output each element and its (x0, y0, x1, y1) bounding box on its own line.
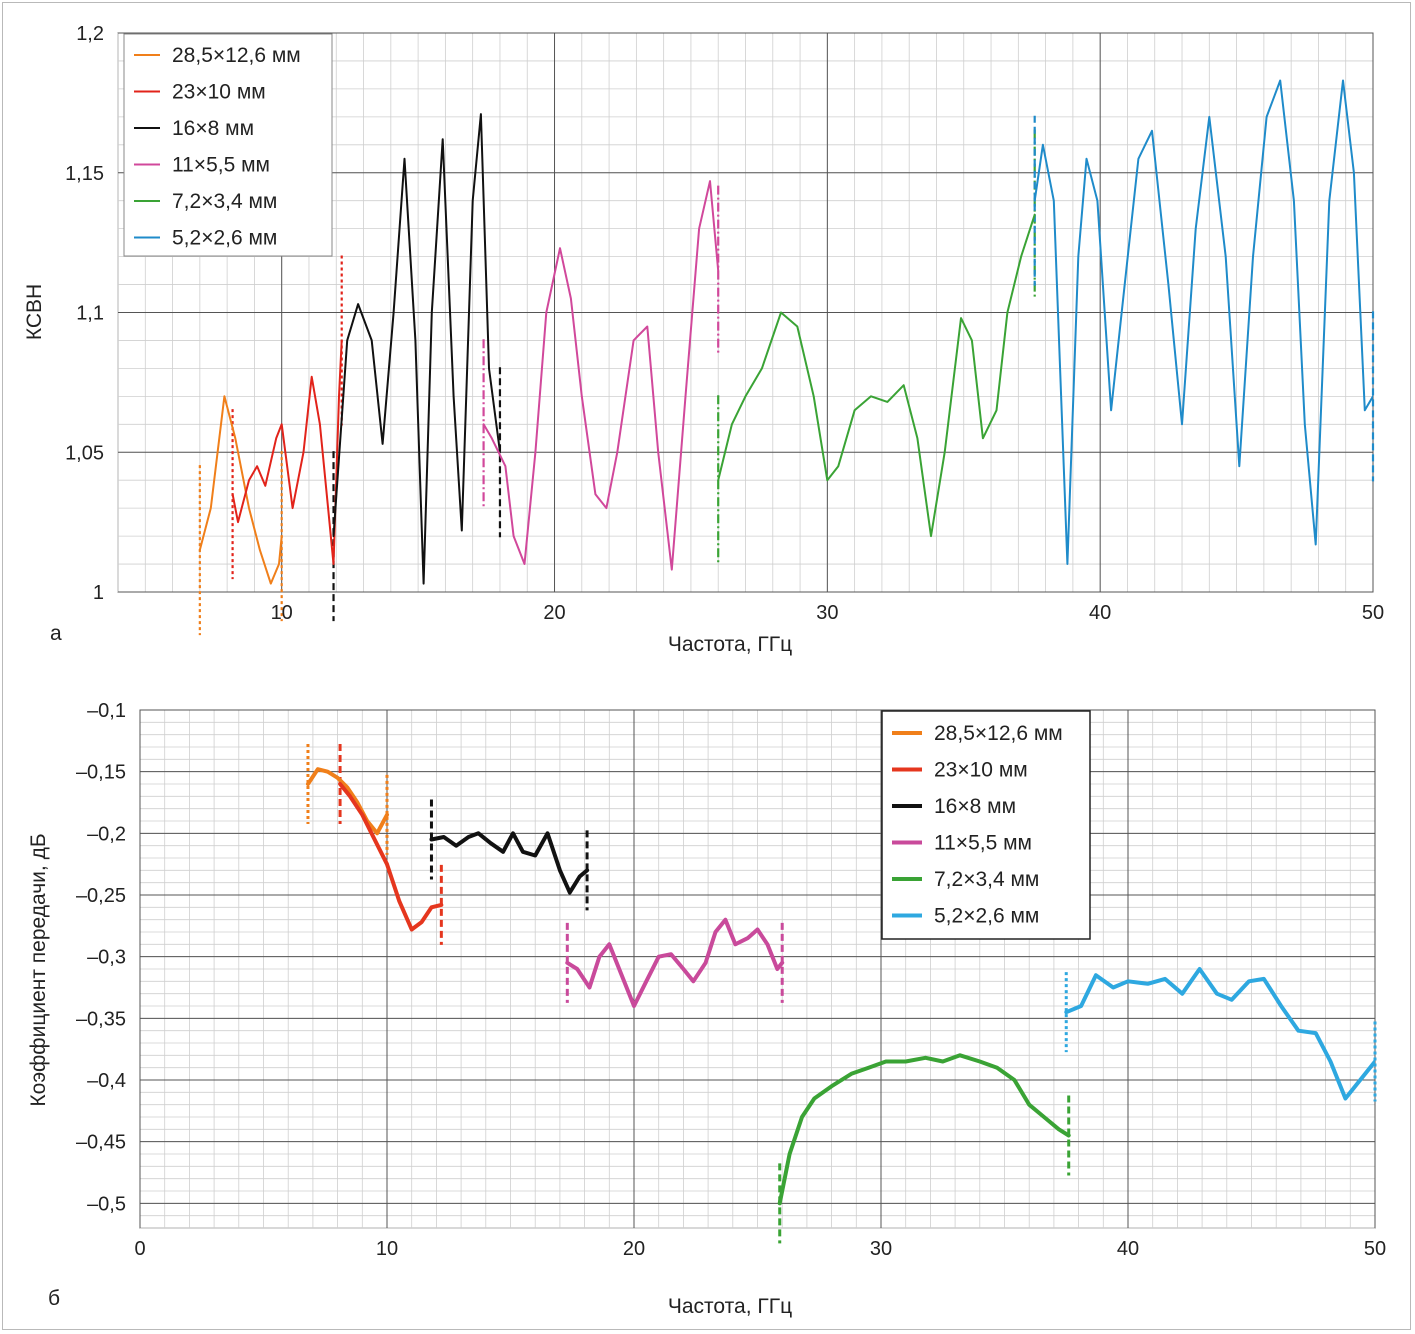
x-tick-label: 40 (1089, 602, 1111, 624)
legend-label: 16×8 мм (934, 795, 1016, 818)
y-tick-label: –0,5 (87, 1193, 126, 1215)
x-tick-label: 50 (1364, 1238, 1386, 1260)
y-tick-label: –0,4 (87, 1070, 126, 1092)
y-tick-label: 1,2 (76, 23, 104, 45)
legend-label: 23×10 мм (934, 759, 1028, 782)
transmission-legend: 28,5×12,6 мм 23×10 мм 16×8 мм 11×5,5 мм 7,2×… (881, 710, 1091, 940)
legend-label: 11×5,5 мм (934, 832, 1032, 855)
x-tick-label: 0 (134, 1238, 145, 1260)
x-tick-label: 10 (376, 1238, 398, 1260)
transmission-x-axis-label: Частота, ГГц (668, 1295, 792, 1318)
x-tick-label: 30 (870, 1238, 892, 1260)
y-tick-label: –0,2 (87, 823, 126, 845)
y-tick-label: –0,15 (76, 762, 126, 784)
vswr-grid (117, 32, 1374, 593)
vswr-x-axis-label: Частота, ГГц (668, 633, 792, 656)
transmission-y-tick-labels: –0,5 –0,45 –0,4 –0,35 –0,3 –0,25 –0,2 –0,15 –0,1 (76, 700, 126, 1215)
y-tick-label: 1 (93, 582, 104, 604)
vswr-legend: 28,5×12,6 мм 23×10 мм 16×8 мм 11×5,5 мм 7,2×… (123, 33, 333, 257)
legend-label: 5,2×2,6 мм (172, 227, 277, 250)
y-tick-label: –0,35 (76, 1008, 126, 1030)
legend-label: 28,5×12,6 мм (934, 722, 1063, 745)
y-tick-label: 1,1 (76, 303, 104, 325)
legend-label: 7,2×3,4 мм (934, 868, 1039, 891)
vswr-y-axis-label: КСВН (23, 284, 46, 340)
series-line (338, 782, 444, 932)
legend-label: 23×10 мм (172, 81, 266, 104)
series-line (482, 180, 720, 571)
series-line (429, 831, 590, 895)
series-line (1064, 967, 1375, 1101)
x-tick-label: 10 (271, 602, 293, 624)
x-tick-label: 20 (623, 1238, 645, 1260)
vswr-chart: 10 20 30 40 50 11,051,11,151,2 Частота, ГГц … (23, 23, 1384, 656)
legend-label: 7,2×3,4 мм (172, 190, 277, 213)
transmission-legend-box (881, 710, 1091, 940)
x-tick-label: 20 (543, 602, 565, 624)
series-line (1033, 79, 1373, 565)
y-tick-label: –0,3 (87, 947, 126, 969)
panel-label-b: б (48, 1287, 60, 1310)
y-tick-label: –0,1 (87, 700, 126, 722)
series-line (717, 213, 1036, 538)
panel-label-a: а (50, 622, 62, 645)
vswr-legend-box (123, 33, 333, 257)
series-line (231, 339, 343, 565)
transmission-series (306, 767, 1375, 1206)
series-line (565, 917, 785, 1008)
y-tick-label: –0,45 (76, 1132, 126, 1154)
x-tick-label: 40 (1117, 1238, 1139, 1260)
transmission-x-tick-labels: 0 10 20 30 40 50 (134, 1238, 1386, 1260)
transmission-chart: 0 10 20 30 40 50 –0,5–0,45–0,4–0,35–0,3–0,25–… (27, 700, 1386, 1318)
vswr-y-tick-labels: 1 1,05 1,1 1,15 1,2 (65, 23, 104, 604)
y-tick-label: 1,15 (65, 163, 104, 185)
legend-label: 28,5×12,6 мм (172, 44, 301, 67)
legend-label: 5,2×2,6 мм (934, 905, 1039, 928)
y-tick-label: –0,25 (76, 885, 126, 907)
x-tick-label: 50 (1362, 602, 1384, 624)
series-line (777, 1053, 1071, 1206)
vswr-x-tick-labels: 10 20 30 40 50 (271, 602, 1385, 624)
series-line (198, 395, 283, 585)
transmission-y-axis-label: Коэффициент передачи, дБ (27, 833, 50, 1106)
transmission-grid (139, 709, 1376, 1229)
legend-label: 16×8 мм (172, 117, 254, 140)
y-tick-label: 1,05 (65, 442, 104, 464)
vswr-series (198, 79, 1373, 585)
series-line (306, 767, 389, 836)
x-tick-label: 30 (816, 602, 838, 624)
series-line (332, 113, 501, 585)
legend-label: 11×5,5 мм (172, 154, 270, 177)
